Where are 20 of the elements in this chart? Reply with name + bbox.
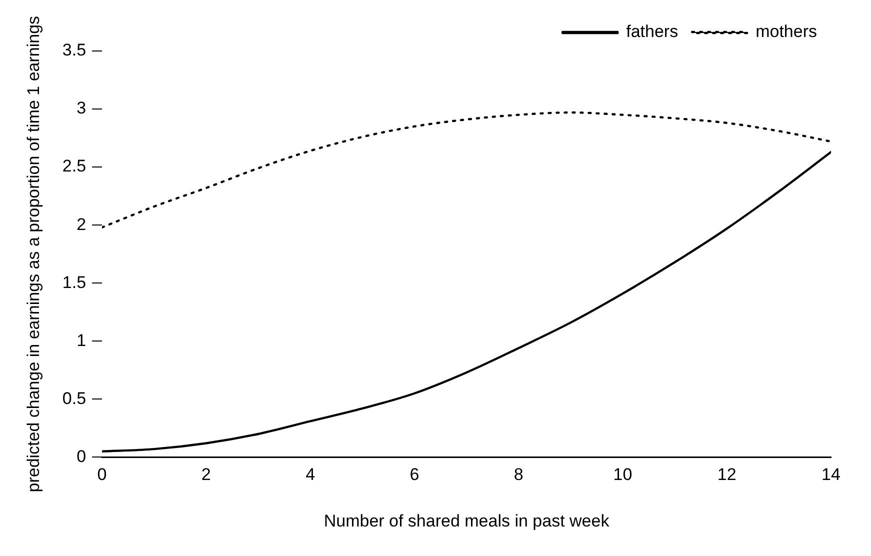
x-tick-label: 14 — [822, 465, 840, 484]
x-tick-label: 10 — [613, 465, 632, 484]
y-tick-label: 2.5 — [62, 156, 86, 176]
legend-label: fathers — [626, 22, 678, 42]
y-tick-label: 1.5 — [62, 272, 86, 292]
x-tick-label: 0 — [97, 465, 107, 484]
y-tick-label: 2 — [76, 214, 86, 234]
x-tick-label: 8 — [514, 465, 524, 484]
y-tick-label: 3 — [76, 98, 86, 118]
x-tick-label: 12 — [717, 465, 736, 484]
y-tick-label: 1 — [76, 330, 86, 350]
x-tick-label: 6 — [410, 465, 420, 484]
x-tick-label: 2 — [201, 465, 211, 484]
y-tick-label: 3.5 — [62, 40, 86, 60]
x-tick-label: 4 — [306, 465, 316, 484]
y-tick-label: 0.5 — [62, 388, 86, 408]
x-axis-title: Number of shared meals in past week — [324, 511, 610, 530]
legend-label: mothers — [756, 22, 818, 42]
y-tick-label: 0 — [76, 446, 86, 466]
y-axis-title: predicted change in earnings as a proportion of time 1 earnings — [24, 16, 43, 492]
